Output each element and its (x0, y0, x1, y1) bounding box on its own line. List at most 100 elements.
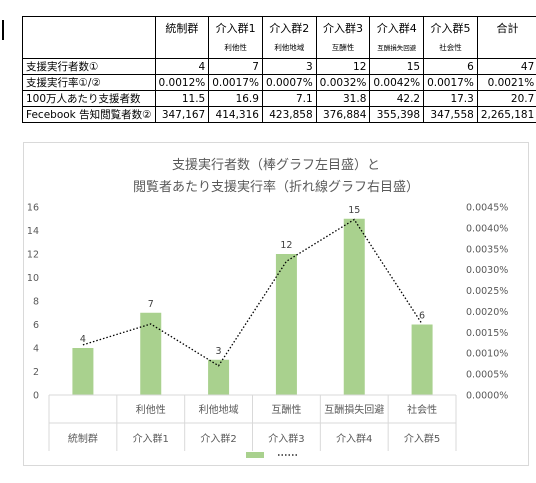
table-cell: 355,398 (369, 106, 425, 123)
left-axis-tick-label: 12 (27, 250, 39, 261)
left-axis-tick-label: 4 (33, 344, 39, 355)
group-header-sub: 利他性 (224, 43, 247, 52)
table-cell: 31.8 (315, 90, 371, 107)
right-axis-tick-label: 0.0020% (466, 307, 508, 318)
left-edge-marker (2, 20, 4, 40)
table-cell: 0.0017% (423, 74, 478, 91)
category-label-bottom: 介入群5 (404, 432, 440, 445)
table-cell: 0.0042% (369, 74, 425, 91)
category-label-top: 利他性 (136, 403, 166, 416)
rate-line-series (82, 218, 423, 367)
category-label-top: 互酬損失回避 (324, 403, 384, 416)
group-header-main: 介入群1 (215, 22, 256, 35)
right-axis-tick-label: 0.0040% (466, 223, 508, 234)
category-label-bottom: 統制群 (68, 432, 98, 445)
bar (411, 324, 433, 395)
table-cell: 7.1 (261, 90, 317, 107)
summary-table: 統制群 介入群1 利他性 介入群2 利他地域 介入群3 互酬性 介入群4 互酬損… (22, 16, 536, 123)
group-header-cell: 介入群4 互酬損失回避 (369, 16, 425, 59)
group-header-main: 介入群4 (376, 22, 417, 35)
header-row: 統制群 介入群1 利他性 介入群2 利他地域 介入群3 互酬性 介入群4 互酬損… (22, 16, 536, 59)
row-label: Fecebook 告知閲覧者数② (22, 106, 156, 123)
summary-table-wrapper: 統制群 介入群1 利他性 介入群2 利他地域 介入群3 互酬性 介入群4 互酬損… (22, 16, 536, 123)
group-header-cell: 介入群5 社会性 (423, 16, 478, 59)
corner-cell (22, 16, 156, 59)
row-label: 100万人あたり支援者数 (22, 90, 156, 107)
table-cell: 0.0021% (476, 74, 536, 91)
table-cell: 2,265,181 (476, 106, 536, 123)
table-cell: 15 (369, 58, 425, 75)
group-header-cell: 介入群3 互酬性 (315, 16, 371, 59)
table-row: Fecebook 告知閲覧者数② 347,167 414,316 423,858… (22, 106, 536, 123)
group-header-main: 介入群2 (269, 22, 310, 35)
group-header-sub: 互酬性 (331, 43, 355, 52)
table-cell: 0.0007% (261, 74, 317, 91)
legend-bar-swatch (246, 452, 264, 458)
table-cell: 0.0032% (315, 74, 371, 91)
right-axis-tick-label: 0.0025% (466, 286, 508, 297)
table-cell: 347,558 (423, 106, 478, 123)
group-header-main: 介入群5 (430, 22, 471, 35)
left-axis-tick-label: 14 (27, 226, 39, 237)
table-cell: 42.2 (369, 90, 425, 107)
table-cell: 12 (315, 58, 371, 75)
category-label-bottom: 介入群1 (133, 432, 169, 445)
category-label-top: 社会性 (407, 403, 437, 416)
table-cell: 0.0017% (208, 74, 263, 91)
bar-data-label: 15 (348, 205, 360, 216)
group-header-sub: 社会性 (439, 43, 462, 52)
table-cell: 47 (476, 58, 536, 75)
bar (343, 218, 365, 395)
right-axis-tick-label: 0.0015% (466, 328, 508, 339)
left-axis-tick-label: 8 (33, 297, 39, 308)
table-row: 支援実行率①/② 0.0012% 0.0017% 0.0007% 0.0032%… (22, 74, 536, 91)
row-label: 支援実行率①/② (22, 74, 156, 91)
bar-data-label: 3 (216, 346, 222, 357)
category-label-bottom: 介入群3 (268, 432, 304, 445)
left-axis-tick-label: 16 (27, 203, 39, 214)
row-label: 支援実行者数① (22, 58, 156, 75)
right-axis-tick-label: 0.0035% (466, 244, 508, 255)
chart-frame: 支援実行者数（棒グラフ左目盛）と閲覧者あたり支援実行率（折れ線グラフ右目盛） 0 2… (23, 142, 529, 466)
left-axis-tick-label: 2 (33, 367, 39, 378)
table-cell: 0.0012% (154, 74, 210, 91)
table-cell: 347,167 (154, 106, 210, 123)
category-label-bottom: 介入群4 (336, 432, 372, 445)
table-cell: 423,858 (261, 106, 317, 123)
category-label-top: 利他地域 (199, 403, 239, 416)
bar (208, 359, 230, 395)
chart-title-line: 支援実行者数（棒グラフ左目盛）と (172, 157, 380, 173)
left-axis-tick-label: 6 (33, 320, 39, 331)
bar (140, 312, 162, 395)
group-header-sub: 利他地域 (274, 43, 305, 52)
right-axis-tick-label: 0.0000% (466, 391, 508, 402)
table-cell: 20.7 (476, 90, 536, 107)
group-header-cell: 統制群 (154, 16, 210, 59)
group-header-main: 統制群 (165, 22, 199, 35)
bar-data-label: 12 (280, 240, 292, 251)
category-label-bottom: 介入群2 (200, 432, 236, 445)
chart-title-line: 閲覧者あたり支援実行率（折れ線グラフ右目盛） (133, 179, 419, 195)
table-cell: 17.3 (423, 90, 478, 107)
left-axis-tick-label: 0 (33, 391, 39, 402)
table-cell: 7 (208, 58, 263, 75)
table-row: 100万人あたり支援者数 11.5 16.9 7.1 31.8 42.2 17.… (22, 90, 536, 107)
bar-data-label: 6 (419, 311, 425, 322)
bar (275, 254, 297, 395)
table-cell: 6 (423, 58, 478, 75)
table-cell: 11.5 (154, 90, 210, 107)
table-cell: 16.9 (208, 90, 263, 107)
category-label-top: 互酬性 (271, 403, 301, 416)
group-header-main: 介入群3 (323, 22, 364, 35)
group-header-cell: 介入群2 利他地域 (261, 16, 317, 59)
table-cell: 414,316 (208, 106, 263, 123)
right-axis-tick-label: 0.0010% (466, 349, 508, 360)
right-axis-tick-label: 0.0045% (466, 203, 508, 214)
table-cell: 376,884 (315, 106, 371, 123)
group-header-sub: 互酬損失回避 (377, 44, 417, 52)
right-axis-tick-label: 0.0005% (466, 370, 508, 381)
bar (72, 348, 94, 395)
group-header-cell: 合計 (476, 16, 536, 59)
bar-data-label: 7 (148, 299, 154, 310)
